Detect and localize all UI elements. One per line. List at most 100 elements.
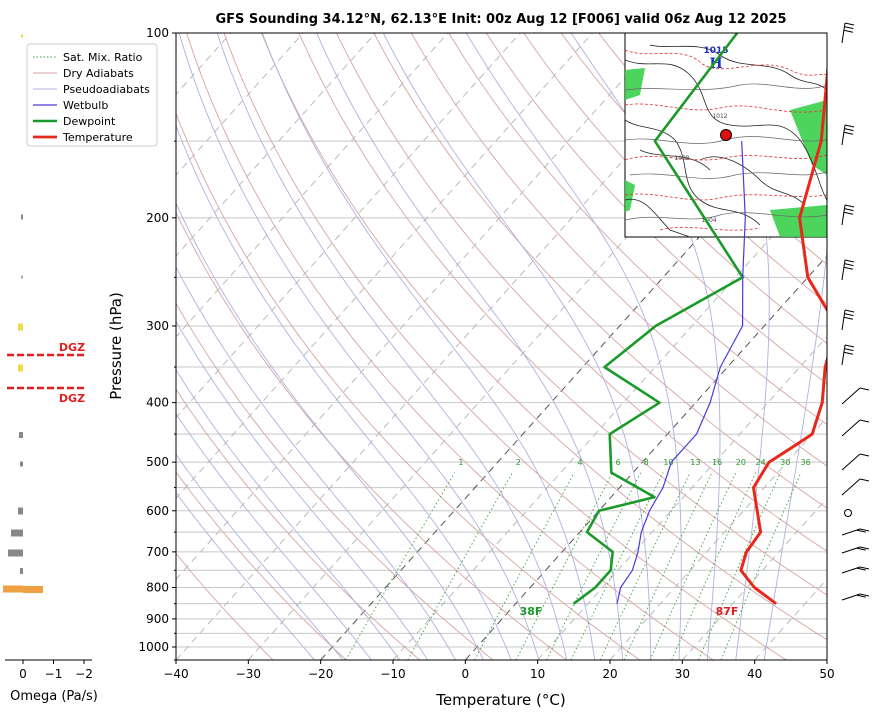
dry-adiabat [223, 33, 787, 660]
omega-bar [18, 323, 23, 331]
y-tick-label: 1000 [138, 640, 169, 654]
y-tick-label: 300 [146, 319, 169, 333]
isotherm-line [176, 33, 449, 338]
dry-adiabat [176, 211, 567, 660]
surface-dewpoint-label: 38F [520, 605, 543, 618]
wind-barb [841, 344, 855, 366]
dry-adiabat [298, 33, 827, 596]
dry-adiabat [176, 388, 420, 660]
map-thickness-line [625, 154, 827, 161]
dgz-label: DGZ [59, 341, 85, 354]
pseudoadiabat [176, 320, 429, 660]
pseudoadiabat [176, 202, 484, 660]
map-coastline [625, 198, 691, 237]
mixing-ratio-line [649, 472, 737, 660]
dry-adiabat [335, 33, 827, 552]
legend-entry: Dry Adiabats [63, 67, 134, 80]
dry-adiabat [176, 112, 641, 660]
dry-adiabat [560, 33, 827, 305]
omega-bar [21, 275, 23, 279]
wind-barb [841, 593, 870, 601]
map-isobar-label: 1004 [701, 217, 716, 224]
y-tick-label: 400 [146, 396, 169, 410]
pseudoadiabat [176, 491, 315, 660]
pseudoadiabat [176, 266, 456, 660]
x-tick-label: 50 [819, 667, 834, 681]
mixing-ratio-label: 2 [516, 458, 521, 467]
surface-temperature-label: 87F [716, 605, 739, 618]
legend-box [26, 43, 158, 147]
mixing-ratio-line [546, 472, 642, 660]
x-axis-ticks: −40 −30 −20 −10 0 10 20 30 40 50 [163, 660, 835, 681]
map-isobar-label: 1012 [712, 113, 727, 120]
mixing-ratio-label: 24 [756, 458, 766, 467]
wind-barb [841, 419, 870, 437]
mixing-ratio-label: 20 [736, 458, 746, 467]
mixing-ratio-label: 30 [780, 458, 790, 467]
omega-bar [21, 34, 23, 38]
wind-barb [841, 309, 855, 331]
mixing-ratio-label: 1 [458, 458, 463, 467]
wind-barb [841, 478, 870, 496]
background-lines [176, 33, 827, 660]
legend: Sat. Mix. Ratio Dry Adiabats Pseudoadiabat… [26, 43, 158, 147]
wind-barbs [841, 22, 870, 601]
wind-barb [841, 566, 870, 574]
wind-barb [841, 124, 855, 146]
map-coastline [699, 156, 806, 206]
wind-barb [841, 387, 870, 405]
mixing-ratio-label: 36 [801, 458, 811, 467]
map-thickness-line [625, 103, 827, 113]
x-tick-label: 0 [462, 667, 470, 681]
pseudoadiabat [176, 412, 372, 660]
mixing-ratio-label: 6 [616, 458, 621, 467]
pseudoadiabat [176, 124, 512, 660]
isotherm-line [176, 33, 666, 580]
omega-panel: 0 −1 −2 Omega (Pa/s) DGZ DGZ [3, 34, 98, 704]
dry-adiabat [176, 552, 274, 660]
pseudoadiabat [570, 33, 721, 660]
x-tick-label: 10 [530, 667, 545, 681]
chart-title: GFS Sounding 34.12°N, 62.13°E Init: 00z … [215, 12, 786, 27]
mixing-ratio-labels: 1 2 4 6 8 10 13 16 20 24 30 36 [458, 458, 810, 467]
pseudoadiabat [176, 453, 344, 660]
mixing-ratio-line [407, 472, 513, 660]
mixing-ratio-label: 4 [577, 458, 582, 467]
pseudoadiabat [176, 369, 401, 660]
map-terrain-patch [770, 205, 827, 237]
wind-barb [841, 22, 855, 44]
series-temperature-line [739, 62, 827, 605]
x-tick-label: −40 [163, 667, 188, 681]
location-marker [720, 129, 732, 141]
pseudoadiabat [382, 33, 652, 660]
series-dewpoint-line [572, 33, 744, 605]
dry-adiabat [410, 33, 827, 467]
omega-bar [23, 586, 43, 593]
isotherm-line [537, 335, 827, 660]
mixing-ratio-line [599, 472, 691, 660]
omega-bar [18, 364, 23, 372]
map-pressure-label: 1015 [703, 46, 728, 56]
omega-tick-label: 0 [19, 667, 27, 681]
y-tick-label: 800 [146, 580, 169, 594]
pseudoadiabat [178, 33, 540, 660]
wind-barb [841, 259, 855, 281]
x-tick-label: −20 [308, 667, 333, 681]
mixing-ratio-line [623, 472, 713, 660]
isotherm-line [176, 33, 521, 419]
map-terrain-patch [625, 180, 635, 212]
legend-entry: Dewpoint [63, 115, 116, 128]
omega-bar [8, 549, 23, 557]
y-tick-label: 600 [146, 504, 169, 518]
map-isobar [625, 212, 827, 221]
map-thickness-line [659, 226, 761, 231]
map-isobar [625, 83, 827, 91]
omega-bar [11, 529, 23, 537]
mixing-ratio-line [345, 472, 456, 660]
y-axis-label: Pressure (hPa) [107, 292, 125, 400]
isotherm-line [176, 33, 593, 500]
plot-frame [175, 32, 828, 661]
y-tick-label: 900 [146, 612, 169, 626]
y-tick-label: 500 [146, 455, 169, 469]
